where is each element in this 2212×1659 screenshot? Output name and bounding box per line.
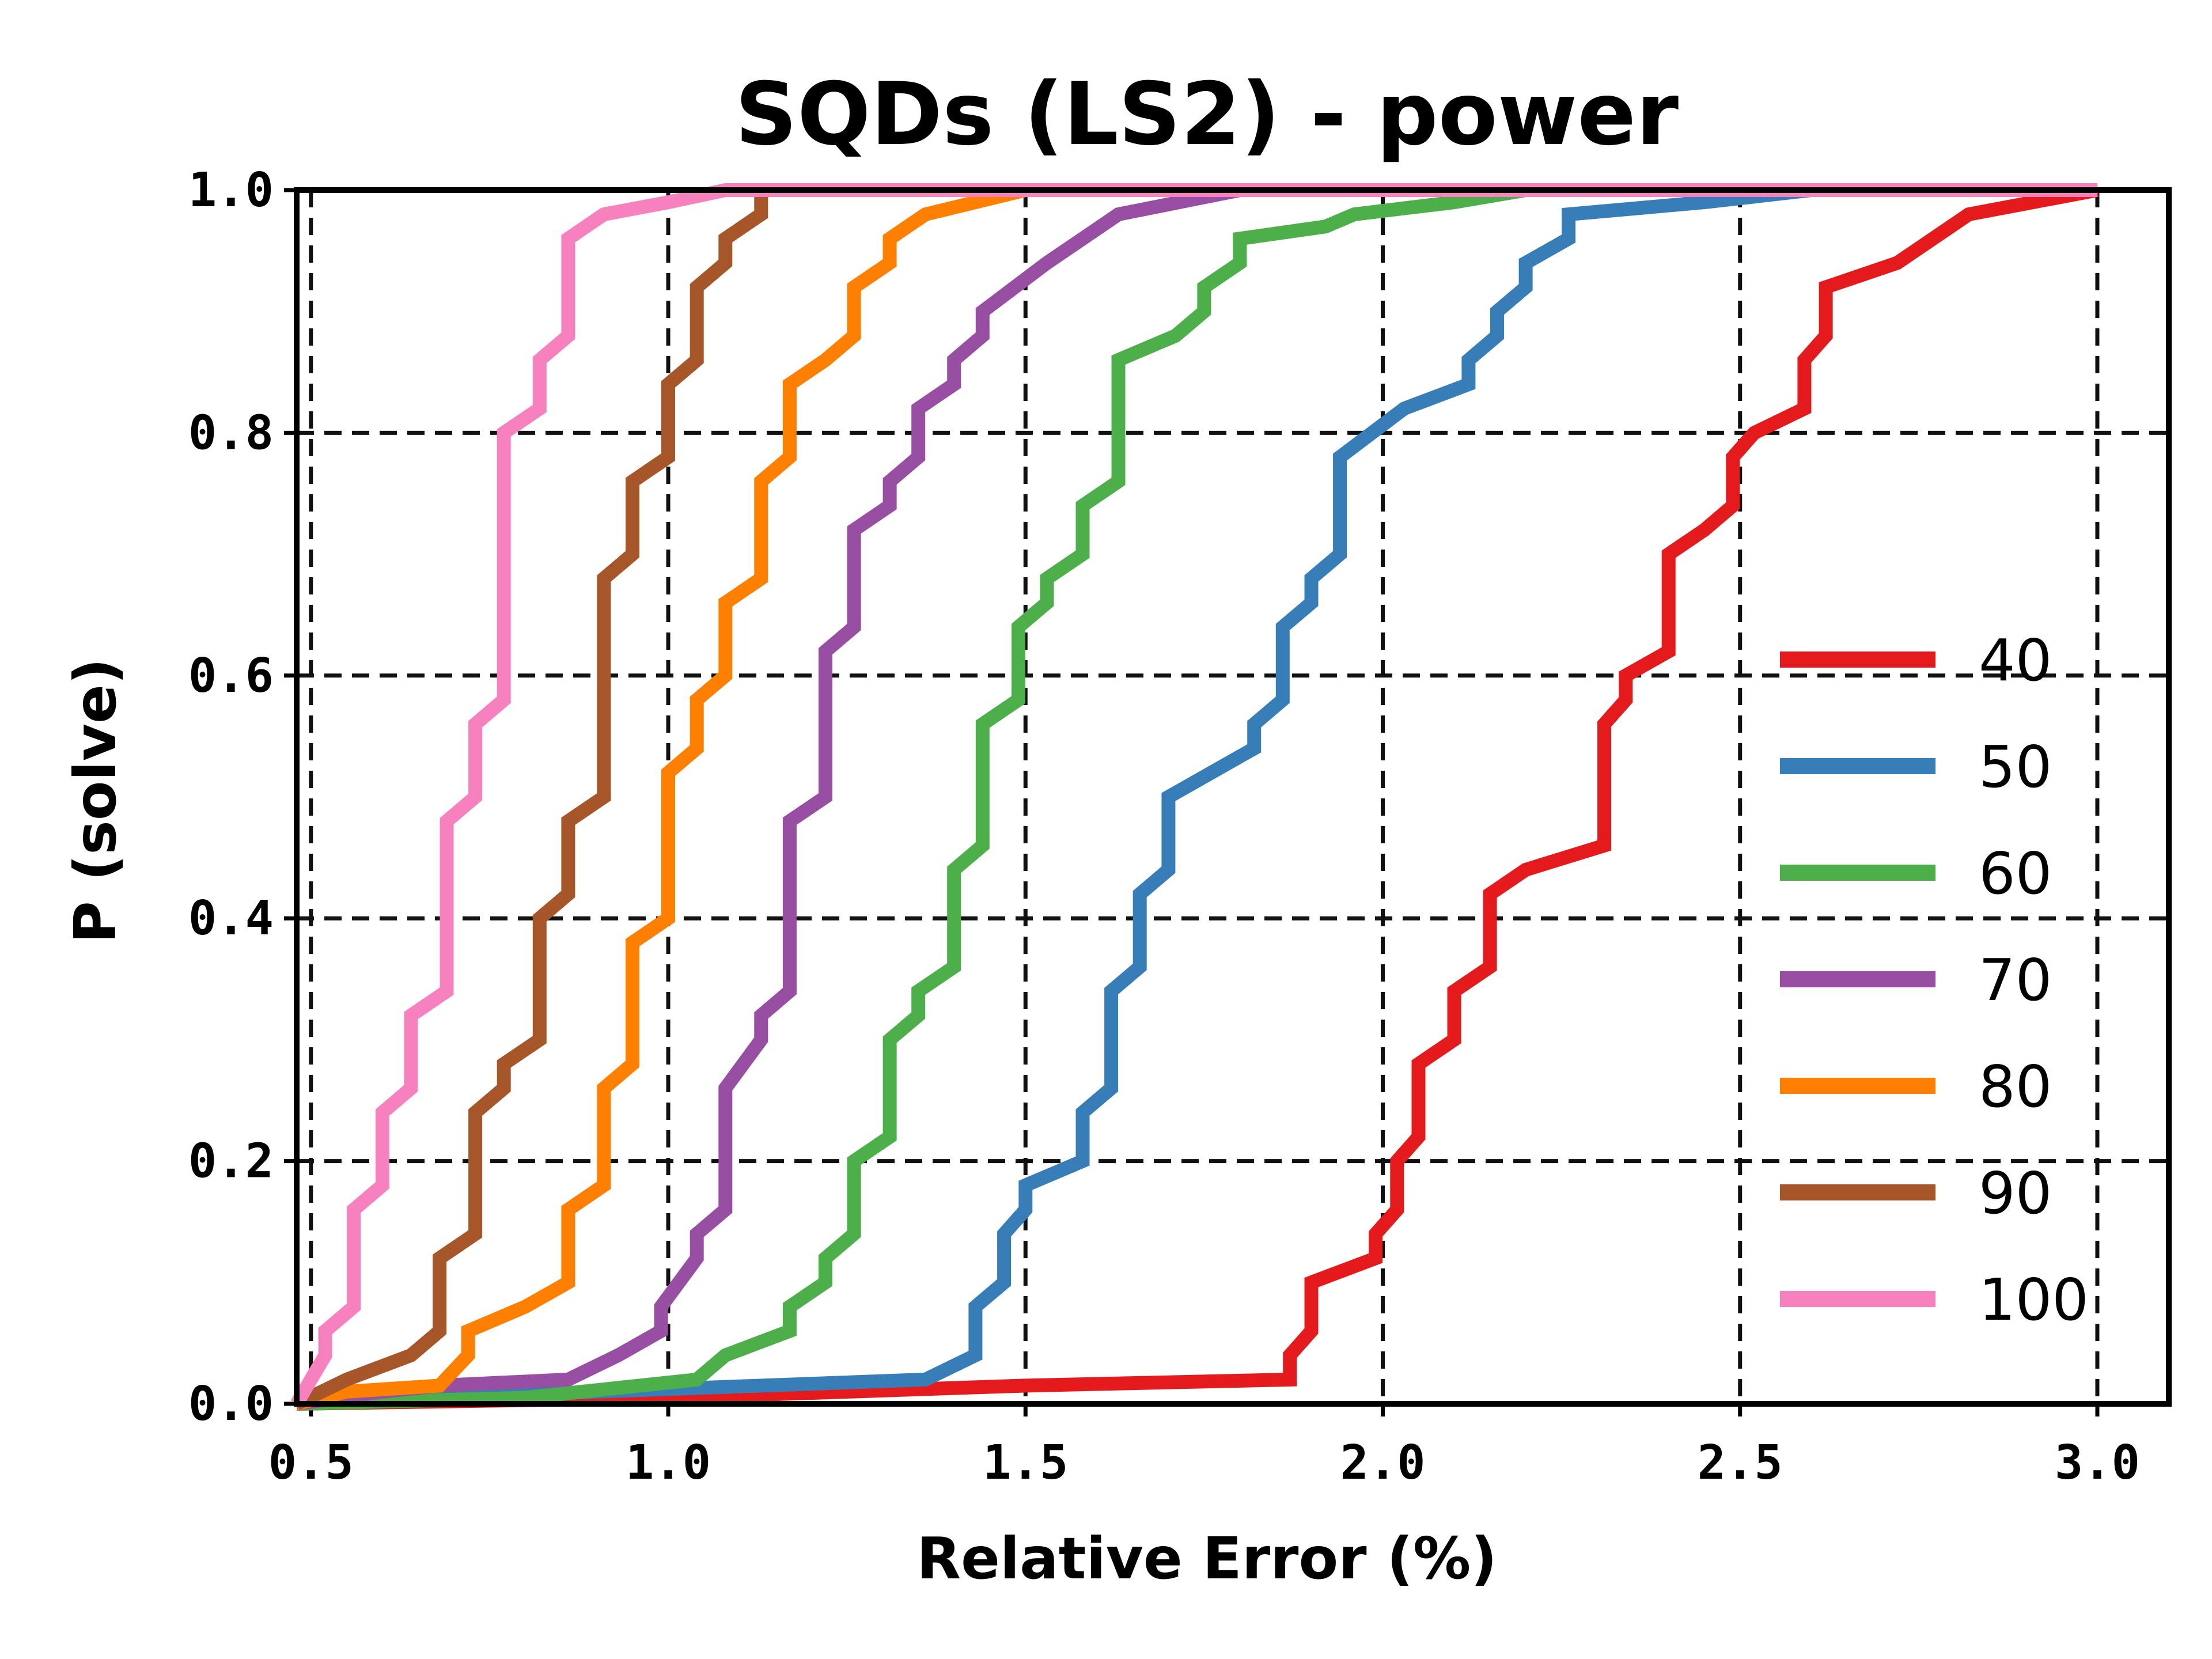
series-line-40 [296,183,2099,1411]
x-tick-label: 2.5 [1698,1435,1783,1490]
y-tick-label: 0.4 [188,891,274,946]
series-line-50 [296,183,2097,1411]
y-tick-label: 0.0 [188,1377,274,1431]
x-tick-label: 0.5 [268,1435,354,1490]
x-tick-label: 1.0 [626,1435,711,1490]
series-line-70 [296,183,2097,1411]
y-axis-label: P (solve) [62,658,129,943]
x-tick-label: 3.0 [2055,1435,2140,1490]
y-tick-label: 1.0 [188,163,274,218]
legend-label-100: 100 [1979,1266,2089,1334]
x-axis-label: Relative Error (%) [916,1525,1497,1592]
grid [297,188,2169,1406]
plot-frame [294,187,2172,1407]
y-tick-label: 0.8 [188,406,274,460]
y-tick-label: 0.2 [188,1134,274,1189]
legend-label-60: 60 [1979,840,2052,907]
x-tick-label: 1.5 [983,1435,1068,1490]
legend-label-50: 50 [1979,733,2052,801]
series-line-80 [295,183,2097,1411]
legend: 40 50 60 70 80 90 100 [1780,627,2089,1334]
x-tick-label: 2.0 [1340,1435,1425,1490]
series-line-100 [290,183,2097,1408]
legend-label-90: 90 [1979,1160,2052,1227]
legend-label-70: 70 [1979,946,2052,1014]
y-tick-label: 0.6 [188,649,274,703]
chart-title: SQDs (LS2) - power [735,65,1679,165]
axis-ticks: 0.5 1.0 1.5 2.0 2.5 3.0 0.0 0.2 0.4 0.6 0.8 1.0 [188,163,2140,1490]
legend-label-80: 80 [1979,1053,2052,1120]
series-line-90 [293,183,2097,1410]
series-lines [290,183,2099,1411]
series-line-60 [296,183,2097,1411]
legend-label-40: 40 [1979,627,2052,694]
